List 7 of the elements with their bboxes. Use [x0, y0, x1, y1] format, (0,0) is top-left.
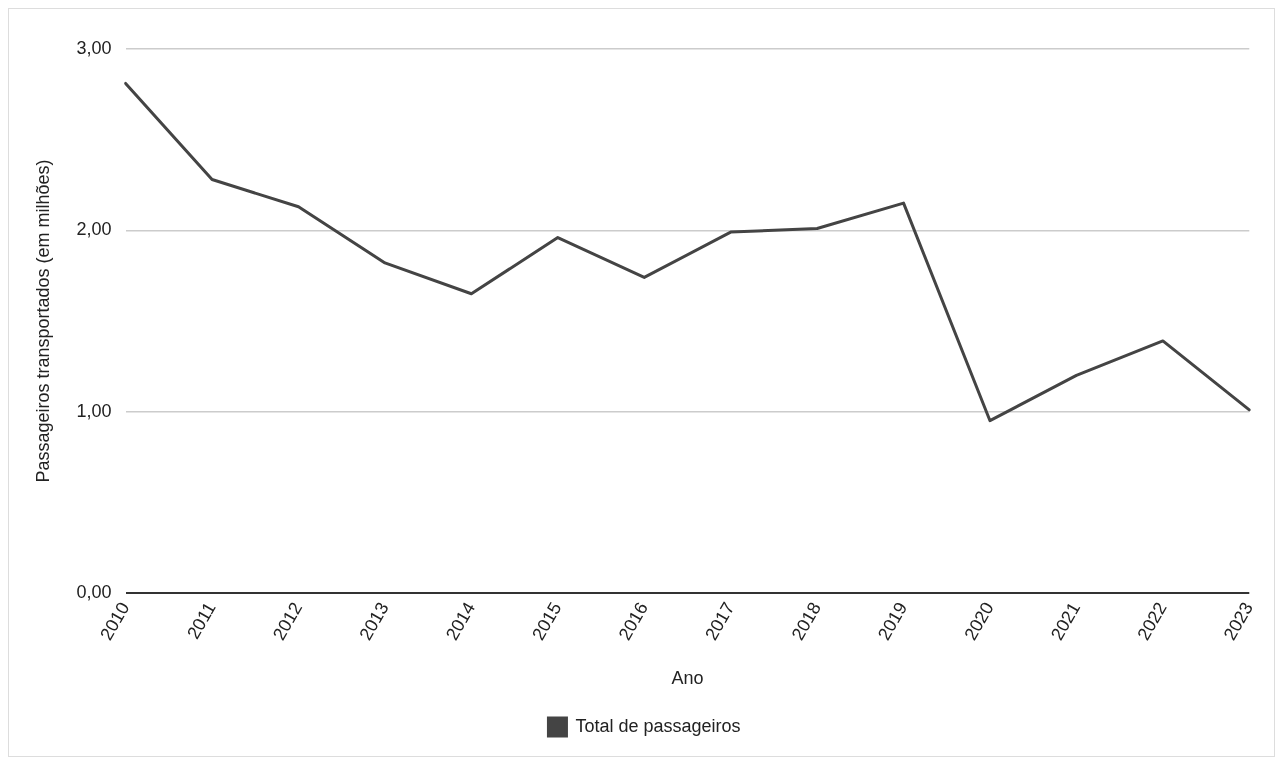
legend-label: Total de passageiros: [575, 715, 741, 736]
y-tick-label: 2,00: [76, 219, 112, 240]
y-tick-label: 3,00: [76, 37, 112, 58]
y-tick-label: 1,00: [76, 400, 112, 421]
y-axis-title: Passageiros transportados (em milhões): [32, 159, 53, 483]
y-tick-label: 0,00: [76, 581, 112, 602]
x-axis-title: Ano: [671, 668, 704, 689]
